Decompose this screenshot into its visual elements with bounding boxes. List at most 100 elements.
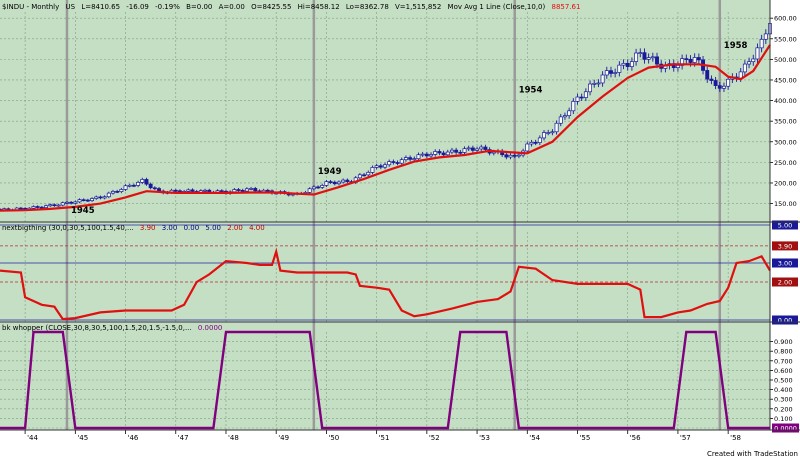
candle-body bbox=[429, 154, 433, 157]
candle-body bbox=[696, 57, 701, 61]
candle-body bbox=[755, 47, 760, 60]
indicator-value: 8857.61 bbox=[551, 3, 580, 11]
ask-value: A=0.00 bbox=[219, 3, 245, 11]
candle-body bbox=[73, 201, 78, 204]
osc-tag-label-4: 5.00 bbox=[778, 222, 792, 230]
candle-body bbox=[579, 96, 584, 99]
osc-value-0: 3.90 bbox=[140, 224, 156, 232]
candle-body bbox=[742, 63, 747, 73]
candle-body bbox=[512, 154, 517, 157]
candle-body bbox=[378, 165, 383, 168]
candle-body bbox=[265, 189, 270, 192]
candle-body bbox=[362, 174, 367, 177]
candle-body bbox=[546, 132, 551, 134]
candle-body bbox=[399, 159, 404, 164]
price-tick-label-8: 550.00 bbox=[774, 35, 797, 43]
x-tick-label-5: '49 bbox=[278, 434, 289, 442]
candle-body bbox=[65, 201, 69, 204]
whop-tick-label-9: 0.900 bbox=[774, 338, 793, 346]
candle-body bbox=[420, 153, 425, 156]
x-tick-label-13: '57 bbox=[680, 434, 691, 442]
grid-lines bbox=[0, 12, 770, 430]
candle-body bbox=[688, 58, 693, 63]
candle-body bbox=[458, 151, 463, 154]
candle-body bbox=[332, 181, 337, 185]
candle-body bbox=[759, 38, 764, 49]
candle-body bbox=[236, 189, 241, 191]
candle-body bbox=[441, 152, 446, 156]
candle-body bbox=[173, 189, 178, 192]
candle-body bbox=[320, 185, 325, 188]
candle-body bbox=[44, 205, 48, 208]
candle-body bbox=[583, 91, 588, 98]
candle-body bbox=[35, 206, 40, 208]
year-annotation-1949: 1949 bbox=[318, 167, 342, 177]
moving-average-line bbox=[0, 44, 771, 212]
oscillator-panel-bg bbox=[0, 222, 770, 322]
candle-body bbox=[466, 147, 471, 150]
year-annotation-1945: 1945 bbox=[71, 206, 95, 216]
candle-body bbox=[31, 206, 36, 209]
price-header: $INDU - Monthly US L=8410.65 -16.09 -0.1… bbox=[2, 3, 580, 11]
candle-body bbox=[148, 183, 153, 189]
price-tick-label-4: 350.00 bbox=[774, 118, 797, 126]
osc-value-4: 2.00 bbox=[227, 224, 243, 232]
candle-body bbox=[529, 142, 534, 145]
candle-body bbox=[60, 202, 65, 206]
candle-body bbox=[311, 186, 316, 190]
candle-body bbox=[52, 204, 57, 207]
candle-body bbox=[571, 100, 576, 112]
x-axis-ticks: '44 '45 '46 '47 '48 '49 '50 '51 '52 '53 '54 '55 '56 '… bbox=[24, 430, 741, 442]
candle-body bbox=[470, 147, 475, 151]
year-annotation-1958: 1958 bbox=[724, 41, 748, 51]
price-panel-bg bbox=[0, 0, 770, 222]
candle-body bbox=[127, 184, 132, 187]
candle-body bbox=[554, 122, 559, 133]
osc-tag-bg-3 bbox=[772, 241, 798, 251]
x-tick-label-8: '52 bbox=[429, 434, 440, 442]
osc-value-2: 0.00 bbox=[184, 224, 200, 232]
symbol-label: $INDU - Monthly bbox=[2, 3, 59, 11]
x-tick-label-6: '50 bbox=[328, 434, 339, 442]
candle-body bbox=[190, 189, 195, 192]
x-tick-label-1: '45 bbox=[77, 434, 88, 442]
candle-body bbox=[680, 58, 685, 66]
candle-body bbox=[629, 61, 634, 67]
candle-body bbox=[152, 187, 157, 190]
candle-body bbox=[383, 164, 387, 168]
candle-body bbox=[253, 188, 258, 192]
price-tick-label-1: 200.00 bbox=[774, 179, 797, 187]
candle-body bbox=[69, 201, 74, 204]
bottom-axis-bg bbox=[0, 430, 800, 459]
candle-body bbox=[18, 207, 23, 210]
osc-tag-bg-1 bbox=[772, 277, 798, 287]
candle-body bbox=[203, 189, 208, 192]
high-value: Hi=8458.12 bbox=[298, 3, 340, 11]
volume-value: V=1,515,852 bbox=[395, 3, 441, 11]
candle-body bbox=[462, 148, 467, 153]
x-tick-label-0: '44 bbox=[27, 434, 38, 442]
candle-body bbox=[328, 181, 333, 183]
price-candles bbox=[0, 18, 772, 212]
candle-body bbox=[747, 61, 752, 65]
osc-tag-bg-0 bbox=[772, 315, 798, 325]
x-tick-label-4: '48 bbox=[228, 434, 239, 442]
x-tick-label-11: '55 bbox=[580, 434, 591, 442]
candle-body bbox=[650, 56, 655, 59]
candle-body bbox=[48, 204, 53, 207]
candle-body bbox=[567, 110, 572, 117]
candle-body bbox=[600, 74, 605, 84]
candle-body bbox=[613, 72, 618, 74]
whopper-header: bk whopper (CLOSE,30,8,30,5,100,1.5,20,1… bbox=[2, 324, 222, 332]
candle-body bbox=[240, 189, 245, 192]
candle-body bbox=[391, 161, 396, 163]
osc-value-3: 5.00 bbox=[205, 224, 221, 232]
candle-body bbox=[655, 56, 659, 65]
candle-body bbox=[638, 52, 643, 54]
candle-body bbox=[186, 189, 191, 192]
candle-body bbox=[115, 191, 120, 193]
candle-body bbox=[537, 137, 542, 143]
candle-body bbox=[588, 83, 593, 93]
candle-body bbox=[592, 83, 597, 85]
